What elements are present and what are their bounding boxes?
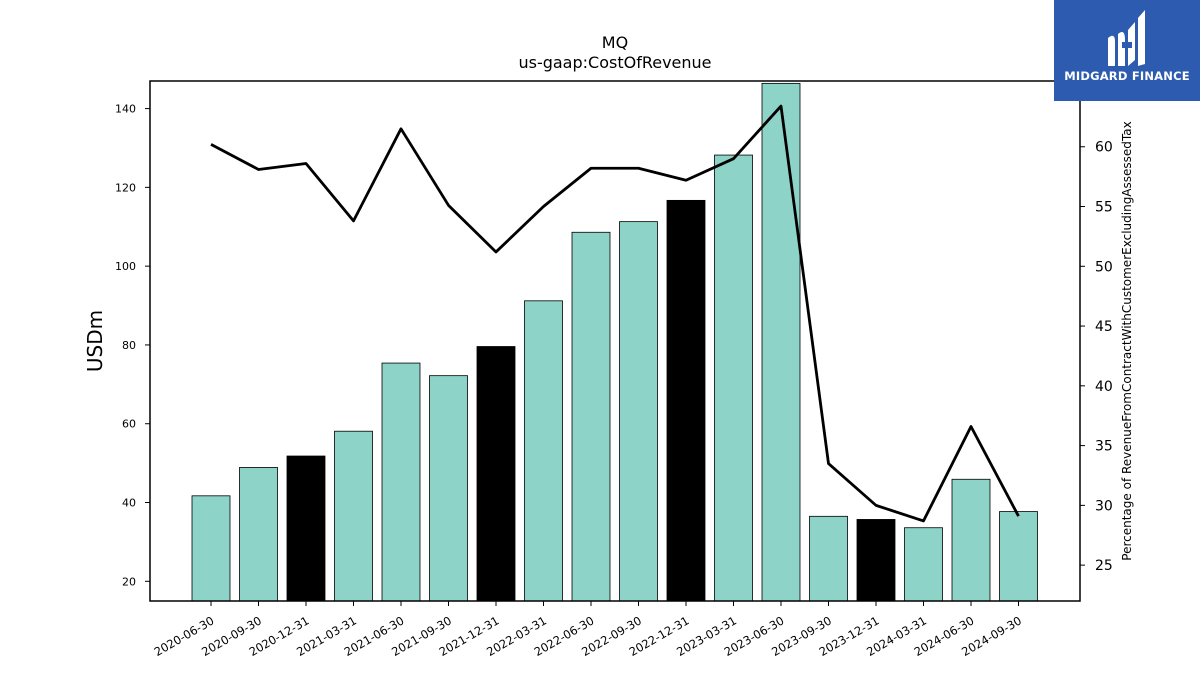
- y-axis-label: USDm: [83, 310, 107, 372]
- y-tick-label: 100: [115, 260, 136, 273]
- bar-2021-09-30: [429, 375, 468, 602]
- bar-2022-12-31: [666, 199, 706, 602]
- bar-2023-09-30: [809, 515, 848, 602]
- y2-tick-label: 50: [1095, 259, 1113, 275]
- y2-tick-label: 40: [1095, 379, 1113, 395]
- y-axis-left: 20 40 60 80 100 120 140: [115, 103, 150, 588]
- bar-2021-12-31: [476, 346, 516, 602]
- bar-2020-09-30: [239, 467, 278, 602]
- bar-series: [191, 82, 1038, 602]
- x-axis: 2020-06-302020-09-302020-12-312021-03-31…: [152, 601, 1024, 659]
- y-axis-right: 25 30 35 40 45 50 55 60: [1080, 140, 1113, 574]
- bar-2023-12-31: [856, 519, 896, 602]
- line-series: [210, 104, 1020, 523]
- y-tick-label: 20: [122, 575, 136, 588]
- y2-tick-label: 55: [1095, 200, 1113, 216]
- y2-tick-label: 30: [1095, 498, 1113, 514]
- bar-2020-06-30: [191, 495, 231, 602]
- chart-subtitle: us-gaap:CostOfRevenue: [518, 53, 711, 72]
- chart-title: MQ: [602, 33, 628, 52]
- brand-logo: MIDGARD FINANCE: [1054, 0, 1200, 101]
- y-tick-label: 80: [122, 339, 136, 352]
- bar-2024-03-31: [904, 527, 943, 602]
- y2-tick-label: 45: [1095, 319, 1113, 335]
- brand-name: MIDGARD FINANCE: [1064, 69, 1190, 83]
- bar-2024-09-30: [999, 511, 1038, 602]
- y-tick-label: 140: [115, 103, 136, 116]
- bar-2021-03-31: [334, 430, 373, 602]
- y2-tick-label: 25: [1095, 558, 1113, 574]
- bar-2023-06-30: [761, 82, 801, 602]
- plot-frame: [149, 80, 1081, 602]
- y2-tick-label: 60: [1095, 140, 1113, 156]
- bar-2022-06-30: [571, 231, 611, 602]
- bar-2024-06-30: [951, 478, 991, 602]
- bar-2022-09-30: [619, 221, 658, 602]
- midgard-logo-icon: [1108, 10, 1145, 66]
- bar-2023-03-31: [714, 154, 753, 602]
- y2-tick-label: 35: [1095, 439, 1113, 455]
- y2-axis-label: Percentage of RevenueFromContractWithCus…: [1120, 121, 1134, 560]
- bar-2021-06-30: [381, 362, 421, 602]
- percentage-line: [210, 104, 1020, 523]
- y-tick-label: 120: [115, 181, 136, 194]
- y-tick-label: 40: [122, 497, 136, 510]
- bar-2022-03-31: [524, 300, 563, 602]
- y-tick-label: 60: [122, 418, 136, 431]
- bar-2020-12-31: [286, 455, 326, 602]
